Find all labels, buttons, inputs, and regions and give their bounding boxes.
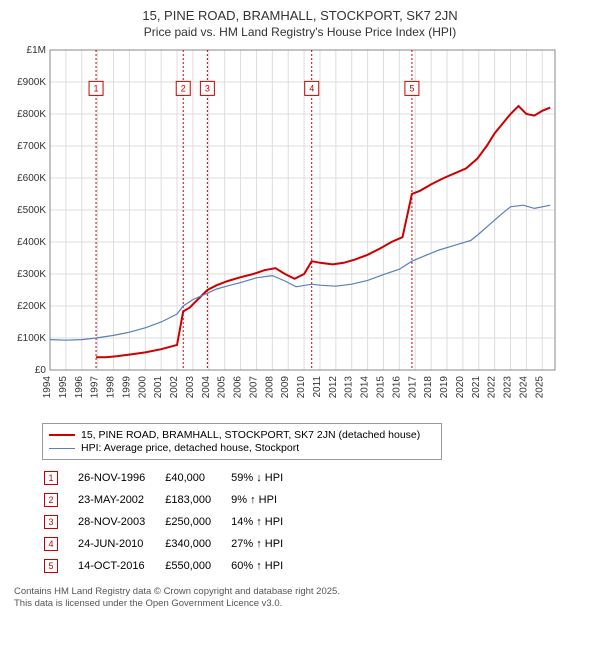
x-axis-label: 2025 xyxy=(534,376,545,399)
table-row: 5 14-OCT-2016£550,00060% ↑ HPI xyxy=(44,556,301,576)
marker-number: 1 xyxy=(94,83,99,93)
x-axis-label: 2018 xyxy=(423,376,434,399)
y-axis-label: £600K xyxy=(17,173,46,184)
x-axis-label: 2013 xyxy=(344,376,355,399)
legend-item: 15, PINE ROAD, BRAMHALL, STOCKPORT, SK7 … xyxy=(49,429,435,441)
x-axis-label: 2006 xyxy=(233,376,244,399)
tx-delta: 14% ↑ HPI xyxy=(231,512,301,532)
tx-date: 24-JUN-2010 xyxy=(78,534,163,554)
tx-price: £40,000 xyxy=(165,468,229,488)
x-axis-label: 2000 xyxy=(137,376,148,399)
legend-label: HPI: Average price, detached house, Stoc… xyxy=(81,442,299,454)
tx-delta: 27% ↑ HPI xyxy=(231,534,301,554)
x-axis-label: 1996 xyxy=(74,376,85,399)
footer-line-1: Contains HM Land Registry data © Crown c… xyxy=(14,586,586,598)
tx-date: 23-MAY-2002 xyxy=(78,490,163,510)
tx-date: 28-NOV-2003 xyxy=(78,512,163,532)
chart-svg: £0 £100K £200K £300K £400K £500K £600K £700K £80… xyxy=(10,45,560,415)
y-axis-label: £200K xyxy=(17,301,46,312)
marker-box: 3 xyxy=(44,515,58,529)
table-row: 4 24-JUN-2010£340,00027% ↑ HPI xyxy=(44,534,301,554)
chart-title: 15, PINE ROAD, BRAMHALL, STOCKPORT, SK7 … xyxy=(10,8,590,23)
x-axis-label: 2015 xyxy=(375,376,386,399)
y-axis-label: £0 xyxy=(35,365,47,376)
chart-subtitle: Price paid vs. HM Land Registry's House … xyxy=(10,25,590,39)
tx-delta: 59% ↓ HPI xyxy=(231,468,301,488)
x-axis-label: 2020 xyxy=(455,376,466,399)
chart: £0 £100K £200K £300K £400K £500K £600K £700K £80… xyxy=(10,45,590,415)
x-axis-label: 2014 xyxy=(360,376,371,399)
tx-date: 26-NOV-1996 xyxy=(78,468,163,488)
x-axis-label: 2002 xyxy=(169,376,180,399)
x-axis-label: 2023 xyxy=(503,376,514,399)
x-axis-label: 2001 xyxy=(153,376,164,399)
x-axis-label: 2003 xyxy=(185,376,196,399)
y-axis-label: £700K xyxy=(17,141,46,152)
x-axis-label: 1994 xyxy=(42,376,53,399)
tx-price: £550,000 xyxy=(165,556,229,576)
marker-number: 4 xyxy=(309,83,314,93)
x-axis-label: 2024 xyxy=(518,376,529,399)
y-axis-label: £300K xyxy=(17,269,46,280)
legend-label: 15, PINE ROAD, BRAMHALL, STOCKPORT, SK7 … xyxy=(81,429,420,441)
legend: 15, PINE ROAD, BRAMHALL, STOCKPORT, SK7 … xyxy=(42,423,442,460)
tx-price: £183,000 xyxy=(165,490,229,510)
tx-delta: 60% ↑ HPI xyxy=(231,556,301,576)
legend-swatch xyxy=(49,434,75,436)
marker-box: 4 xyxy=(44,537,58,551)
marker-number: 3 xyxy=(205,83,210,93)
table-row: 1 26-NOV-1996£40,00059% ↓ HPI xyxy=(44,468,301,488)
x-axis-label: 2008 xyxy=(264,376,275,399)
tx-price: £250,000 xyxy=(165,512,229,532)
series-line xyxy=(50,205,550,340)
x-axis-label: 2005 xyxy=(217,376,228,399)
footer-line-2: This data is licensed under the Open Gov… xyxy=(14,598,586,610)
x-axis-label: 1997 xyxy=(90,376,101,399)
x-axis-label: 2011 xyxy=(312,376,323,398)
marker-box: 1 xyxy=(44,471,58,485)
legend-swatch xyxy=(49,448,75,449)
marker-box: 2 xyxy=(44,493,58,507)
x-axis-label: 2022 xyxy=(487,376,498,399)
chart-title-block: 15, PINE ROAD, BRAMHALL, STOCKPORT, SK7 … xyxy=(10,8,590,39)
x-axis-label: 2007 xyxy=(248,376,259,399)
transactions-table: 1 26-NOV-1996£40,00059% ↓ HPI 2 23-MAY-2002… xyxy=(42,466,303,578)
x-axis-label: 2009 xyxy=(280,376,291,399)
footer: Contains HM Land Registry data © Crown c… xyxy=(14,586,586,611)
y-axis-label: £400K xyxy=(17,237,46,248)
x-axis-label: 2021 xyxy=(471,376,482,399)
x-axis-label: 2019 xyxy=(439,376,450,399)
tx-date: 14-OCT-2016 xyxy=(78,556,163,576)
marker-box: 5 xyxy=(44,559,58,573)
x-axis-label: 1999 xyxy=(121,376,132,399)
y-axis-label: £900K xyxy=(17,77,46,88)
y-axis-label: £800K xyxy=(17,109,46,120)
x-axis-label: 2016 xyxy=(391,376,402,399)
tx-delta: 9% ↑ HPI xyxy=(231,490,301,510)
x-axis-label: 2017 xyxy=(407,376,418,399)
x-axis-label: 1995 xyxy=(58,376,69,399)
x-axis-label: 1998 xyxy=(106,376,117,399)
x-axis-label: 2012 xyxy=(328,376,339,399)
tx-price: £340,000 xyxy=(165,534,229,554)
table-row: 3 28-NOV-2003£250,00014% ↑ HPI xyxy=(44,512,301,532)
table-row: 2 23-MAY-2002£183,0009% ↑ HPI xyxy=(44,490,301,510)
marker-number: 5 xyxy=(409,83,414,93)
x-axis-label: 2004 xyxy=(201,376,212,399)
y-axis-label: £100K xyxy=(17,333,46,344)
legend-item: HPI: Average price, detached house, Stoc… xyxy=(49,442,435,454)
y-axis-label: £500K xyxy=(17,205,46,216)
x-axis-label: 2010 xyxy=(296,376,307,399)
y-axis-label: £1M xyxy=(27,45,46,56)
marker-number: 2 xyxy=(181,83,186,93)
